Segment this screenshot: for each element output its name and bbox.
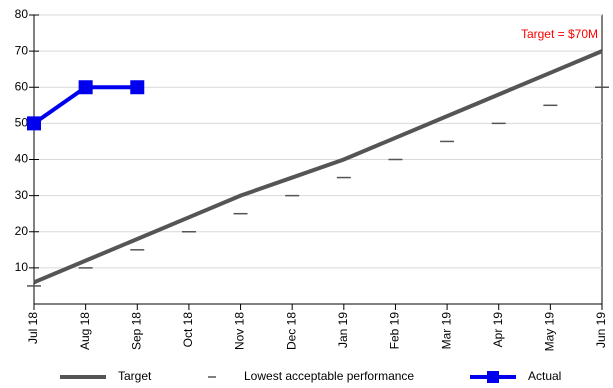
legend-label: Target <box>118 369 152 383</box>
marker <box>130 80 145 95</box>
x-tick-label: Apr 19 <box>491 312 505 348</box>
y-tick-label: 70 <box>15 43 29 57</box>
legend-item: Lowest acceptable performance <box>208 369 414 383</box>
y-tick-label: 60 <box>15 79 29 93</box>
legend-item: Actual <box>470 369 561 383</box>
series-line <box>33 49 603 285</box>
legend-label: Lowest acceptable performance <box>244 369 414 383</box>
x-tick-label: Jul 18 <box>26 312 40 344</box>
x-tick-label: May 19 <box>543 312 557 352</box>
y-tick-label: 10 <box>15 260 29 274</box>
x-tick-label: Feb 19 <box>388 312 402 350</box>
x-tick-label: Sep 18 <box>129 312 143 350</box>
legend-marker <box>487 371 499 383</box>
y-tick-label: 30 <box>15 188 29 202</box>
y-tick-label: 80 <box>15 7 29 21</box>
legend-label: Actual <box>528 369 561 383</box>
marker <box>27 116 41 131</box>
y-tick-label: 50 <box>15 116 29 130</box>
x-tick-label: Aug 18 <box>78 312 92 350</box>
y-tick-label: 20 <box>15 224 29 238</box>
annotation: Target = $70M <box>521 27 598 41</box>
x-tick-label: Oct 18 <box>181 312 195 348</box>
x-tick-label: Dec 18 <box>284 312 298 350</box>
y-tick-label: 40 <box>15 152 29 166</box>
marker <box>78 80 93 95</box>
x-tick-label: Jun 19 <box>594 312 608 348</box>
legend-item: Target <box>60 369 152 383</box>
x-tick-label: Mar 19 <box>439 312 453 350</box>
x-tick-label: Jan 19 <box>336 312 350 348</box>
x-tick-label: Nov 18 <box>233 312 247 350</box>
